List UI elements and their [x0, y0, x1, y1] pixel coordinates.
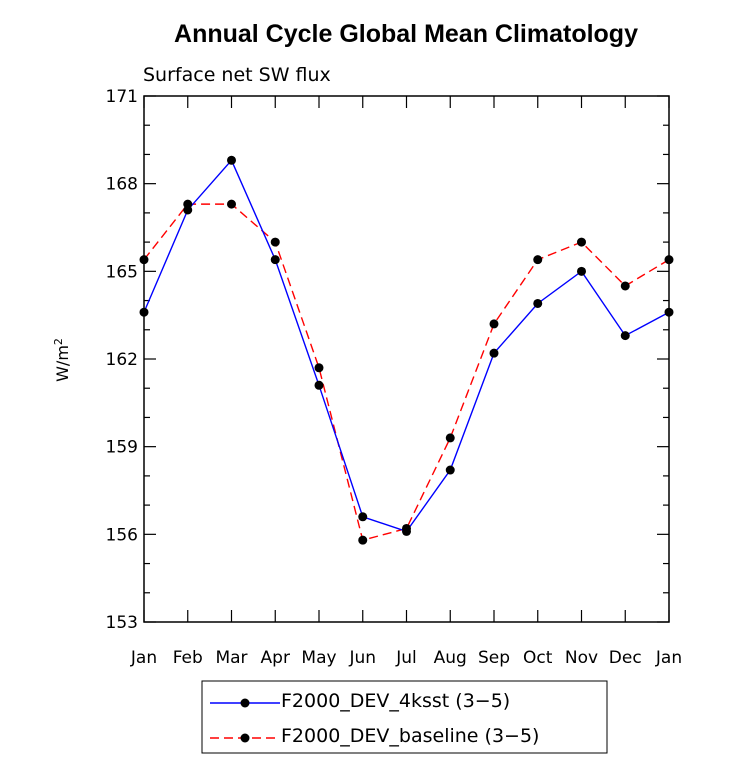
series-group — [139, 155, 674, 545]
axis-ticks — [143, 95, 670, 623]
x-tick-labels: Jan Feb Mar Apr May Jun Jul Aug Sep Oct Nov Dec Jan — [130, 648, 682, 668]
data-point-0 — [227, 155, 236, 165]
y-tick-label: 162 — [106, 350, 138, 370]
data-point-1 — [358, 535, 368, 545]
data-point-1 — [489, 319, 499, 329]
x-tick-label: Feb — [173, 648, 203, 668]
x-tick-label: Dec — [609, 648, 642, 668]
x-tick-label: Jan — [130, 648, 157, 668]
data-point-1 — [445, 433, 455, 443]
data-point-1 — [183, 199, 193, 209]
legend-box — [201, 680, 608, 754]
data-point-0 — [270, 255, 280, 265]
y-tick-labels: 153 156 159 162 165 168 171 — [106, 87, 138, 633]
x-tick-label: Jul — [395, 648, 417, 668]
legend-marker-1 — [240, 733, 250, 743]
data-point-0 — [139, 307, 149, 317]
x-tick-label: Jan — [655, 648, 682, 668]
legend: F2000_DEV_4ksst (3−5) F2000_DEV_baseline… — [201, 680, 608, 754]
x-tick-label: Sep — [478, 648, 510, 668]
chart-title: Annual Cycle Global Mean Climatology — [174, 20, 638, 48]
y-tick-label: 168 — [106, 175, 138, 195]
x-tick-label: Aug — [434, 648, 467, 668]
data-point-0 — [533, 298, 543, 308]
series-line-1 — [143, 203, 670, 542]
data-point-1 — [620, 281, 630, 291]
data-point-1 — [314, 363, 324, 373]
data-point-1 — [139, 255, 149, 265]
data-point-1 — [664, 255, 674, 265]
legend-label-4ksst: F2000_DEV_4ksst (3−5) — [281, 690, 510, 712]
legend-marker-0 — [240, 698, 250, 708]
x-tick-label: Apr — [261, 648, 290, 668]
x-tick-label: Jun — [348, 648, 376, 668]
data-point-0 — [577, 266, 586, 276]
chart-subtitle: Surface net SW flux — [143, 64, 331, 86]
data-point-1 — [402, 523, 411, 533]
data-point-0 — [664, 307, 674, 317]
y-tick-label: 153 — [106, 613, 138, 633]
y-axis-label: W/m2 — [52, 338, 72, 382]
data-point-0 — [358, 512, 368, 522]
x-tick-label: Oct — [523, 648, 553, 668]
y-tick-label: 171 — [106, 87, 138, 107]
data-point-0 — [620, 331, 630, 341]
x-tick-label: May — [301, 648, 336, 668]
x-tick-label: Nov — [565, 648, 598, 668]
data-point-1 — [227, 199, 236, 209]
x-tick-label: Mar — [215, 648, 247, 668]
series-line-0 — [143, 159, 670, 533]
y-tick-label: 165 — [106, 262, 138, 282]
plot-frame — [143, 95, 670, 623]
data-point-1 — [270, 237, 280, 247]
y-tick-label: 159 — [106, 438, 138, 458]
y-tick-label: 156 — [106, 525, 138, 545]
legend-label-baseline: F2000_DEV_baseline (3−5) — [281, 725, 539, 747]
data-point-0 — [314, 380, 324, 390]
data-point-1 — [577, 237, 586, 247]
data-point-0 — [489, 348, 499, 358]
data-point-0 — [445, 465, 455, 475]
data-point-1 — [533, 255, 543, 265]
